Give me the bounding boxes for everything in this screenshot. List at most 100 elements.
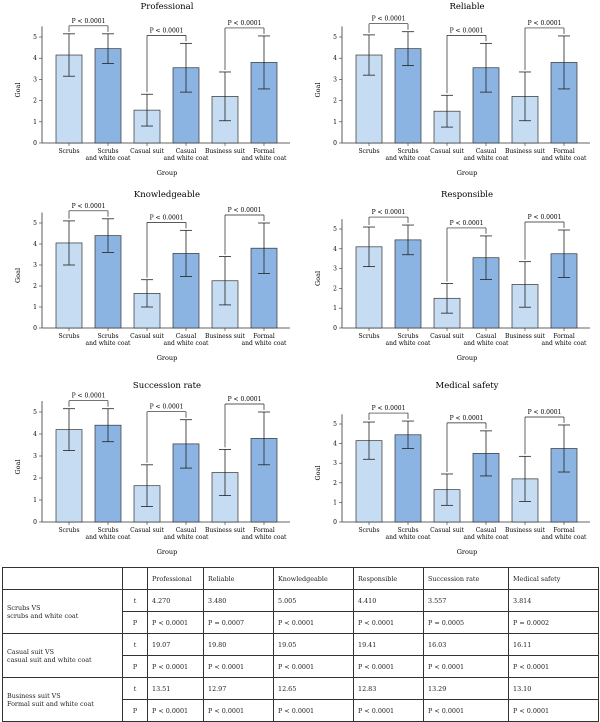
category-label: Scrubs	[58, 148, 79, 155]
y-tick-label: 4	[333, 441, 337, 448]
category-label: Casual suit	[430, 527, 464, 534]
category-label: Formal	[553, 527, 575, 534]
significance-label: P < 0.0001	[450, 415, 484, 422]
y-tick-label: 4	[333, 246, 337, 253]
y-tick-label: 4	[33, 55, 37, 62]
y-axis-label: Goal	[14, 459, 22, 474]
y-axis-label: Goal	[314, 82, 322, 97]
category-label: and white coat	[386, 155, 432, 162]
table-cell: 12.97	[203, 677, 274, 700]
category-label: Scrubs	[58, 333, 79, 340]
table-header-cell	[122, 567, 148, 590]
category-label: Formal	[253, 148, 275, 155]
table-cell: 16.03	[423, 633, 509, 656]
category-label: and white coat	[164, 155, 210, 162]
table-cell: P < 0.0001	[273, 699, 354, 722]
category-label: Scrubs	[97, 333, 118, 340]
category-label: Casual suit	[130, 527, 164, 534]
table-header-row: Professional Reliable Knowledgeable Resp…	[2, 567, 599, 590]
significance-label: P < 0.0001	[450, 220, 484, 227]
table-cell: 12.83	[353, 677, 424, 700]
category-label: Business suit	[505, 148, 546, 155]
category-label: Scrubs	[358, 333, 379, 340]
y-tick-label: 4	[333, 55, 337, 62]
category-label: Scrubs	[358, 148, 379, 155]
table-cell: 19.05	[273, 633, 354, 656]
comparison-label-text: Casual suit VS casual suit and white coa…	[7, 647, 92, 664]
table-cell: 3.480	[203, 589, 274, 612]
category-label: Casual suit	[130, 333, 164, 340]
category-label: Formal	[253, 333, 275, 340]
stat-label: t	[122, 677, 148, 700]
table-header-cell: Professional	[147, 567, 204, 590]
category-label: and white coat	[86, 534, 132, 541]
table-header-cell: Reliable	[203, 567, 274, 590]
y-tick-label: 3	[33, 453, 37, 460]
y-tick-label: 1	[33, 304, 37, 311]
category-label: Scrubs	[397, 148, 418, 155]
category-label: Casual	[176, 527, 197, 534]
category-label: Scrubs	[97, 148, 118, 155]
table-row: Casual suit VS casual suit and white coa…	[2, 633, 599, 678]
y-tick-label: 5	[333, 34, 337, 41]
category-label: Formal	[553, 333, 575, 340]
chart-title: Reliable	[449, 2, 484, 12]
category-label: Business suit	[505, 527, 546, 534]
category-label: Casual	[476, 148, 497, 155]
table-cell: 3.814	[508, 589, 599, 612]
significance-label: P < 0.0001	[528, 214, 562, 221]
table-cell: 3.557	[423, 589, 509, 612]
table-row: Scrubs VS scrubs and white coat t 4.270 …	[2, 589, 599, 634]
y-tick-label: 0	[333, 519, 337, 526]
bar	[172, 67, 200, 144]
table-cell: P < 0.0001	[508, 655, 599, 678]
significance-label: P < 0.0001	[150, 404, 184, 411]
y-tick-label: 5	[33, 409, 37, 416]
stat-label: P	[122, 655, 148, 678]
category-label: Business suit	[205, 148, 246, 155]
significance-label: P < 0.0001	[528, 409, 562, 416]
category-label: Casual	[476, 527, 497, 534]
y-tick-label: 5	[33, 220, 37, 227]
table-cell: P < 0.0001	[147, 655, 204, 678]
table-cell: 19.41	[353, 633, 424, 656]
category-label: and white coat	[86, 340, 132, 347]
table-cell: P = 0.0002	[508, 611, 599, 634]
x-axis-label: Group	[157, 354, 178, 362]
y-tick-label: 4	[33, 241, 37, 248]
significance-label: P < 0.0001	[228, 396, 262, 403]
comparison-label-text: Business suit VS Formal suit and white c…	[7, 691, 94, 708]
table-header-cell: Responsible	[353, 567, 424, 590]
category-label: and white coat	[464, 340, 510, 347]
table-cell: P < 0.0001	[353, 699, 424, 722]
y-tick-label: 5	[333, 226, 337, 233]
x-axis-label: Group	[157, 169, 178, 177]
chart-title: Medical safety	[436, 381, 499, 391]
chart-title: Succession rate	[133, 381, 201, 391]
table-cell: P < 0.0001	[508, 699, 599, 722]
comparison-label: Casual suit VS casual suit and white coa…	[2, 633, 123, 678]
y-tick-label: 2	[33, 98, 37, 105]
chart-title: Professional	[141, 2, 194, 12]
category-label: Scrubs	[397, 333, 418, 340]
stat-label: P	[122, 699, 148, 722]
category-label: Formal	[253, 527, 275, 534]
table-cell: 12.65	[273, 677, 354, 700]
y-tick-label: 3	[333, 76, 337, 83]
table-row: P P < 0.0001 P < 0.0001 P < 0.0001 P < 0…	[3, 699, 599, 722]
y-tick-label: 2	[333, 285, 337, 292]
significance-label: P < 0.0001	[528, 20, 562, 27]
table-cell: P < 0.0001	[353, 655, 424, 678]
y-tick-label: 0	[33, 519, 37, 526]
y-tick-label: 3	[333, 460, 337, 467]
table-cell: P = 0.0007	[203, 611, 274, 634]
statistics-table: Professional Reliable Knowledgeable Resp…	[2, 567, 599, 722]
significance-label: P < 0.0001	[150, 214, 184, 221]
significance-label: P < 0.0001	[372, 405, 406, 412]
table-cell: P < 0.0001	[147, 611, 204, 634]
table-cell: 19.80	[203, 633, 274, 656]
table-cell: P < 0.0001	[273, 611, 354, 634]
